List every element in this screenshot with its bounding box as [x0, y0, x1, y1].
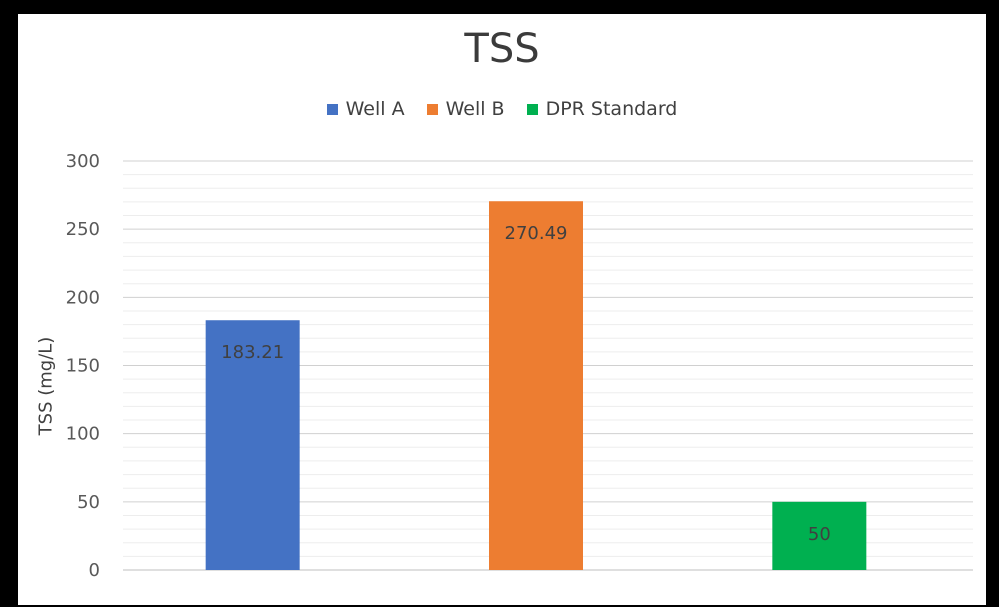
- y-tick-label: 150: [66, 356, 100, 377]
- y-tick-label: 50: [77, 492, 100, 513]
- legend: Well A Well B DPR Standard: [18, 98, 986, 120]
- chart-title: TSS: [464, 26, 540, 72]
- legend-label-dpr-standard: DPR Standard: [545, 98, 678, 120]
- chart-area: TSS Well A Well B DPR Standard 0 50 100 150…: [18, 14, 986, 605]
- bar-well-a: [205, 320, 300, 570]
- y-tick-label: 300: [66, 151, 100, 172]
- data-label: 50: [808, 524, 831, 545]
- bar-well-b: [489, 201, 583, 570]
- legend-item-well-b: Well B: [426, 98, 505, 120]
- y-tick-label: 250: [66, 219, 100, 240]
- y-tick-label: 0: [89, 560, 100, 581]
- data-label: 270.49: [505, 223, 568, 244]
- y-axis-label: TSS (mg/L): [35, 336, 57, 436]
- y-tick-label: 200: [66, 287, 100, 308]
- legend-item-well-a: Well A: [326, 98, 405, 120]
- legend-swatch-well-a: [326, 103, 338, 115]
- legend-swatch-well-b: [426, 103, 438, 115]
- y-tick-label: 100: [66, 424, 100, 445]
- plot-area: 0 50 100 150 200 250 300 183.21 270.49 50: [66, 151, 973, 581]
- legend-label-well-b: Well B: [445, 98, 505, 120]
- legend-label-well-a: Well A: [345, 98, 405, 120]
- data-label: 183.21: [221, 342, 284, 363]
- bar-dpr-standard: [772, 501, 867, 570]
- legend-swatch-dpr-standard: [526, 103, 538, 115]
- legend-item-dpr-standard: DPR Standard: [526, 98, 678, 120]
